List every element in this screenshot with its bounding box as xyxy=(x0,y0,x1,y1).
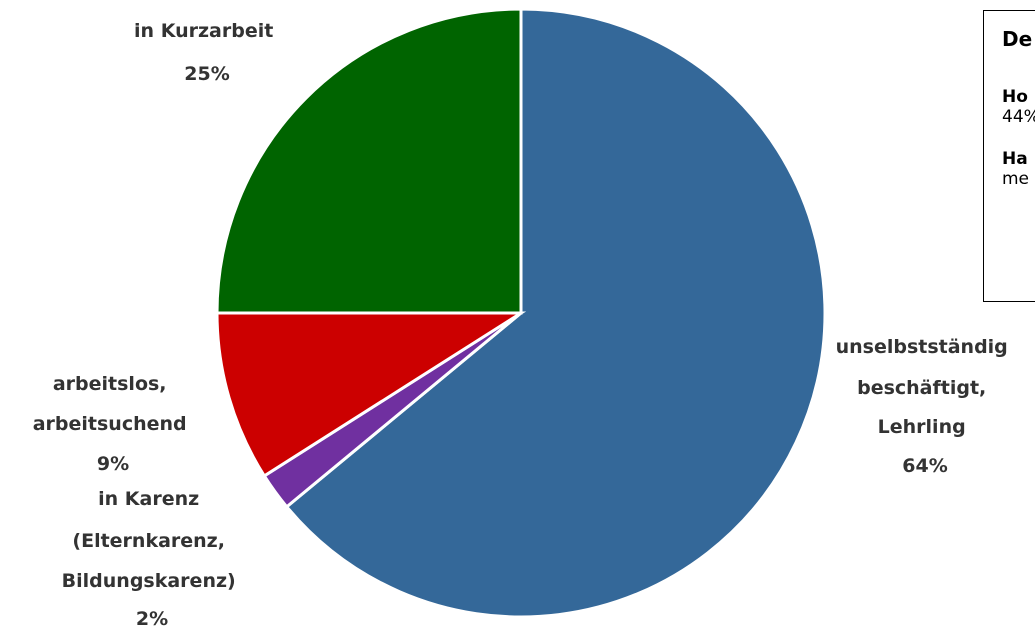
label-karenz-percent: 2% xyxy=(136,608,168,630)
label-unselbststaendig-percent: 64% xyxy=(902,455,947,477)
label-arbeitslos-percent: 9% xyxy=(97,453,129,475)
info-box: De Ho 44% Ha me xyxy=(983,10,1035,302)
info-item-1-text: 44% xyxy=(1002,107,1035,127)
info-item-2-text: me xyxy=(1002,169,1030,189)
label-arbeitslos-line-2: arbeitsuchend xyxy=(33,413,187,435)
label-unselbststaendig-line-1: unselbstständig xyxy=(836,336,1008,358)
slice-unselbststaendig xyxy=(284,7,827,619)
label-unselbststaendig-line-3: Lehrling xyxy=(878,416,966,438)
slice-arbeitslos xyxy=(215,311,527,478)
slice-kurzarbeit xyxy=(215,7,523,315)
label-arbeitslos-line-1: arbeitslos, xyxy=(53,373,167,395)
info-item-1-head: Ho xyxy=(1002,87,1028,107)
label-karenz-line-3: Bildungskarenz) xyxy=(62,570,236,592)
info-box-title: De xyxy=(1002,27,1033,51)
pie-slices xyxy=(215,7,827,619)
label-kurzarbeit: in Kurzarbeit 25% xyxy=(134,20,280,85)
label-kurzarbeit-line-1: in Kurzarbeit xyxy=(134,20,273,42)
label-unselbststaendig: unselbstständig beschäftigt, Lehrling 64… xyxy=(836,336,1015,477)
label-kurzarbeit-percent: 25% xyxy=(184,63,229,85)
label-arbeitslos: arbeitslos, arbeitsuchend 9% xyxy=(33,373,194,475)
label-karenz: in Karenz (Elternkarenz, Bildungskarenz)… xyxy=(62,488,243,630)
label-unselbststaendig-line-2: beschäftigt, xyxy=(857,377,986,399)
label-karenz-line-2: (Elternkarenz, xyxy=(72,530,225,552)
info-item-2-head: Ha xyxy=(1002,149,1028,169)
label-karenz-line-1: in Karenz xyxy=(98,488,199,510)
